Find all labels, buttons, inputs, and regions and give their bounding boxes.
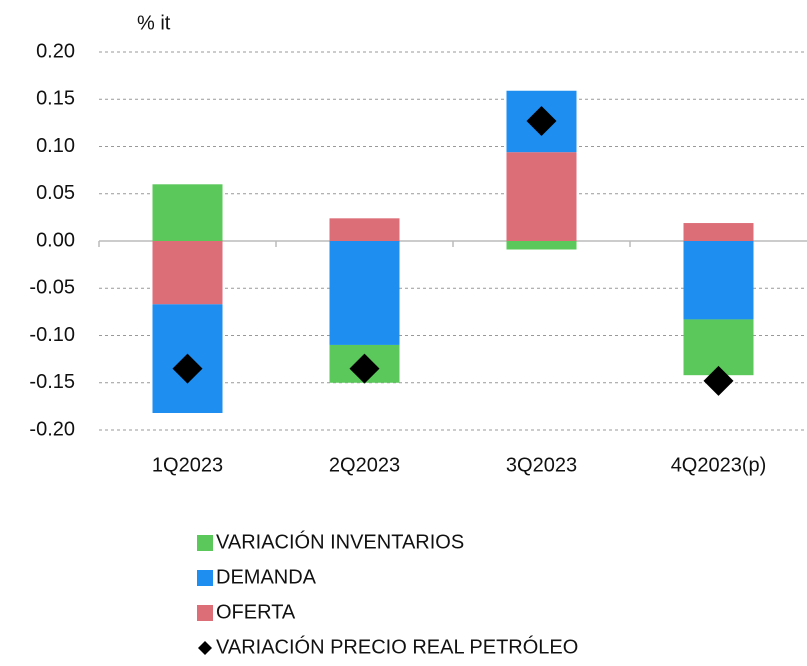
x-tick-label: 4Q2023(p) xyxy=(671,454,767,476)
bar-segment xyxy=(506,152,577,241)
y-tick-label: 0.05 xyxy=(36,182,75,204)
y-tick-label: -0.20 xyxy=(29,418,75,440)
legend-marker xyxy=(198,641,212,655)
legend-marker xyxy=(197,605,213,621)
bar-segment xyxy=(152,184,223,241)
y-tick-label: 0.10 xyxy=(36,135,75,157)
legend-label: VARIACIÓN INVENTARIOS xyxy=(216,530,464,553)
y-tick-label: -0.10 xyxy=(29,324,75,346)
legend-label: VARIACIÓN PRECIO REAL PETRÓLEO xyxy=(216,635,578,658)
diamond-marker xyxy=(172,353,203,384)
bar-segment xyxy=(683,241,754,320)
y-tick-label: -0.15 xyxy=(29,371,75,393)
bar-segment xyxy=(152,241,223,305)
x-tick-label: 3Q2023 xyxy=(506,454,577,476)
y-tick-label: -0.05 xyxy=(29,277,75,299)
bar-segment xyxy=(506,241,577,250)
legend-marker xyxy=(197,535,213,551)
y-tick-label: 0.00 xyxy=(36,229,75,251)
bar-segment xyxy=(329,241,400,345)
x-tick-label: 1Q2023 xyxy=(152,454,223,476)
bar-segment xyxy=(683,223,754,241)
diamond-marker xyxy=(703,365,734,396)
diamond-marker xyxy=(526,105,557,136)
legend-marker xyxy=(197,570,213,586)
diamond-marker xyxy=(349,353,380,384)
y-tick-label: 0.15 xyxy=(36,88,75,110)
y-axis-label: % it xyxy=(137,12,171,34)
legend-label: DEMANDA xyxy=(216,566,317,588)
bar-segment xyxy=(329,218,400,241)
legend-label: OFERTA xyxy=(216,601,296,623)
y-tick-label: 0.20 xyxy=(36,40,75,62)
x-tick-label: 2Q2023 xyxy=(329,454,400,476)
